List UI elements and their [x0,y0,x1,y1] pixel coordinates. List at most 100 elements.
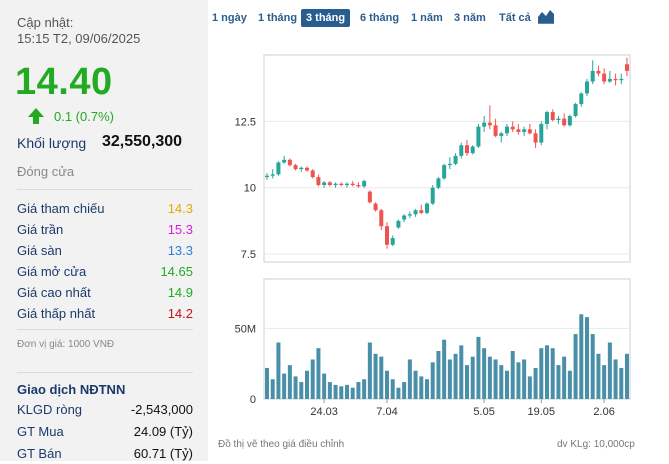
volume-bar [522,359,527,399]
candle-body [470,146,475,154]
foreign-row: GT Bán 60.71 (Tỷ) [17,444,193,464]
price-row-value: 14.9 [167,285,193,300]
tab-1[interactable]: 1 tháng [258,12,298,24]
price-row: Giá thấp nhất 14.2 [17,304,193,324]
x-tick-label: 19.05 [528,406,556,418]
price-row-value: 14.3 [167,201,193,216]
tab-0[interactable]: 1 ngày [212,12,247,24]
candle-body [402,215,407,220]
price-row: Giá trần 15.3 [17,220,193,240]
candle-body [419,210,424,213]
price-row: Giá mở cửa 14.65 [17,262,193,282]
volume-bar [293,376,298,399]
candle-body [425,203,429,213]
volume-bar [533,367,538,399]
candle-body [310,170,315,178]
volume-bar [516,362,521,399]
volume-bar [350,387,355,399]
candle-body [567,116,572,126]
candle-body [596,70,601,74]
volume-plot-frame [263,278,631,400]
volume-bar [425,379,429,399]
tab-6[interactable]: Tất cả [499,12,531,24]
x-tick-label: 24.03 [310,406,338,418]
candle-body [379,210,384,227]
volume-bar [276,342,281,399]
candle-body [493,125,498,136]
x-tick-label: 2.06 [593,406,614,418]
volume-bar [305,370,309,399]
price-unit-note: Đơn vị giá: 1000 VNĐ [17,339,115,350]
volume-bar [310,359,315,399]
candle-body [362,181,367,187]
candle-body [305,167,309,171]
tab-5[interactable]: 3 năm [454,12,486,24]
area-chart-icon[interactable] [537,8,555,24]
tab-2[interactable]: 3 tháng [301,9,351,27]
volume-bar [356,382,361,399]
price-row-label: Giá trần [17,222,64,237]
candle-body [430,187,435,204]
candle-body [316,177,321,186]
candle-body [373,203,378,211]
candle-body [276,162,281,175]
price-row-value: 15.3 [167,222,193,237]
tab-4[interactable]: 1 năm [411,12,443,24]
y-tick-label: 12.5 [235,116,256,128]
candle-body [585,81,589,94]
volume-bar [390,379,395,399]
volume-bar [373,353,378,399]
x-tick-label: 7.04 [376,406,397,418]
updated-label: Cập nhật: 15:15 T2, 09/06/2025 [17,15,140,47]
volume-bar [567,370,572,399]
volume-bar [482,348,487,399]
volume-bar [362,379,367,399]
candle-body [465,145,469,154]
volume-bar [487,356,492,399]
volume-bar [539,348,544,399]
volume-bar [476,336,481,399]
volume-bar [339,386,344,399]
volume-bar [613,359,618,399]
candle-body [619,78,624,81]
volume-bar [585,317,589,399]
candle-body [327,182,332,186]
foreign-row-label: GT Mua [17,424,64,439]
candle-body [613,78,618,81]
candle-body [550,112,555,121]
volume-bar [625,353,629,399]
y-tick-label: 7.5 [241,249,256,261]
candle-body [333,183,338,186]
candle-body [442,165,447,179]
chart-note: Đồ thị vẽ theo giá điều chỉnh [218,439,345,450]
foreign-row: GT Mua 24.09 (Tỷ) [17,422,193,442]
divider [17,329,193,330]
candle-body [579,93,584,105]
volume-bar [407,359,412,399]
volume-tick-label: 0 [250,394,256,406]
tab-3[interactable]: 6 tháng [360,12,400,24]
volume-bar [327,382,332,399]
candle-body [590,70,595,82]
volume-bar [379,356,384,399]
price-row: Giá cao nhất 14.9 [17,283,193,303]
candle-body [299,167,304,170]
volume-bar [282,373,287,399]
candle-body [516,129,521,132]
y-tick-label: 10 [244,183,256,195]
volume-bar [470,356,475,399]
candle-body [625,64,629,71]
volume-bar [602,365,607,399]
volume-bar [385,370,389,399]
candle-body [345,183,349,186]
divider [17,372,193,373]
volume-bar [510,351,515,399]
candle-body [562,118,567,126]
candle-body [385,226,389,245]
candle-body [499,133,504,136]
volume-label: Khối lượng [17,135,87,151]
candle-body [322,182,327,186]
candle-body [453,155,458,164]
volume-bar [402,382,407,399]
